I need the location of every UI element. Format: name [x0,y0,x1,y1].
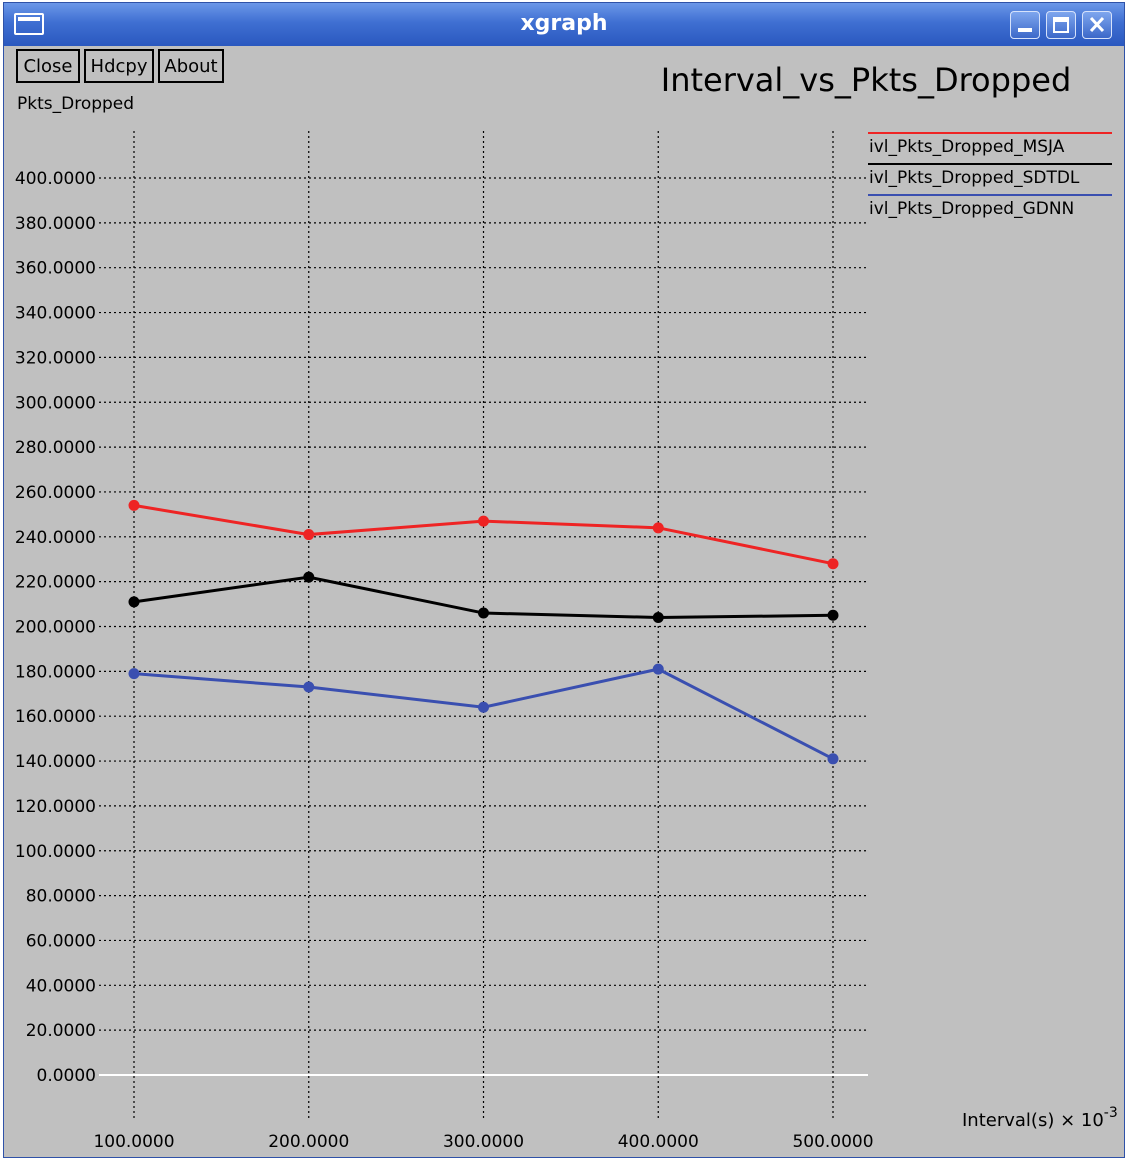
maximize-button[interactable] [1046,11,1076,39]
y-tick-label: 160.0000 [15,707,96,727]
y-tick-label: 380.0000 [15,214,96,234]
y-tick-label: 260.0000 [15,483,96,503]
window-menu-icon[interactable] [14,13,44,35]
legend-label: ivl_Pkts_Dropped_MSJA [869,137,1065,157]
data-point [827,753,839,765]
y-tick-label: 320.0000 [15,348,96,368]
maximize-icon [1053,17,1069,33]
data-point [128,668,140,680]
data-point [303,529,315,541]
about-button[interactable]: About [158,49,224,83]
data-point [652,663,664,675]
y-tick-label: 100.0000 [15,842,96,862]
y-tick-label: 200.0000 [15,618,96,638]
y-tick-label: 80.0000 [26,887,96,907]
y-tick-label: 240.0000 [15,528,96,548]
data-point [827,558,839,570]
x-tick-label: 400.0000 [618,1132,699,1152]
x-axis-label: Interval(s) × 10-3 [962,1105,1118,1131]
y-tick-label: 120.0000 [15,797,96,817]
minimize-button[interactable] [1010,11,1040,39]
data-point [128,596,140,608]
data-point [478,701,489,713]
data-point [652,612,664,624]
y-tick-label: 40.0000 [26,976,96,996]
x-axis-label-text: Interval(s) × 10 [962,1110,1104,1131]
y-tick-label: 0.0000 [37,1066,96,1086]
x-tick-label: 500.0000 [792,1132,873,1152]
hdcpy-button[interactable]: Hdcpy [84,49,154,83]
data-point [303,571,315,583]
y-tick-label: 300.0000 [15,393,96,413]
minimize-icon [1018,28,1032,32]
legend-label: ivl_Pkts_Dropped_SDTDL [869,168,1080,188]
chart-title: Interval_vs_Pkts_Dropped [661,61,1072,99]
y-tick-label: 360.0000 [15,259,96,279]
legend: ivl_Pkts_Dropped_MSJA ivl_Pkts_Dropped_SD… [868,132,1112,219]
tick-labels: 0.0000 20.0000 40.0000 60.0000 80.0000 100.00… [15,169,874,1152]
y-tick-label: 140.0000 [15,752,96,772]
x-axis-label-exponent: -3 [1104,1105,1118,1121]
plot-area: Interval_vs_Pkts_Dropped Pkts_Dropped In… [15,61,1118,1152]
y-tick-label: 280.0000 [15,438,96,458]
y-tick-label: 220.0000 [15,573,96,593]
y-tick-label: 60.0000 [26,931,96,951]
close-button[interactable]: Close [16,49,80,83]
grid-layer [99,131,868,1121]
series-layer [128,499,839,765]
title-bar[interactable]: xgraph [4,3,1124,46]
data-point [827,609,839,621]
x-tick-label: 100.0000 [93,1132,174,1152]
close-window-button[interactable] [1082,11,1112,39]
window-title: xgraph [520,11,608,36]
data-point [303,681,315,693]
data-point [478,607,489,619]
series-line [133,503,834,566]
data-point [652,522,664,534]
x-tick-label: 200.0000 [268,1132,349,1152]
y-tick-label: 20.0000 [26,1021,96,1041]
close-icon [1089,16,1105,33]
data-point [128,499,140,511]
xgraph-window: xgraph Interval_vs_Pkts_Dropped Pkts_Dro… [3,2,1125,1158]
x-tick-label: 300.0000 [443,1132,524,1152]
y-tick-label: 340.0000 [15,304,96,324]
data-point [478,515,489,527]
y-tick-label: 180.0000 [15,662,96,682]
legend-label: ivl_Pkts_Dropped_GDNN [869,199,1074,219]
y-axis-label: Pkts_Dropped [17,94,134,114]
y-tick-label: 400.0000 [15,169,96,189]
